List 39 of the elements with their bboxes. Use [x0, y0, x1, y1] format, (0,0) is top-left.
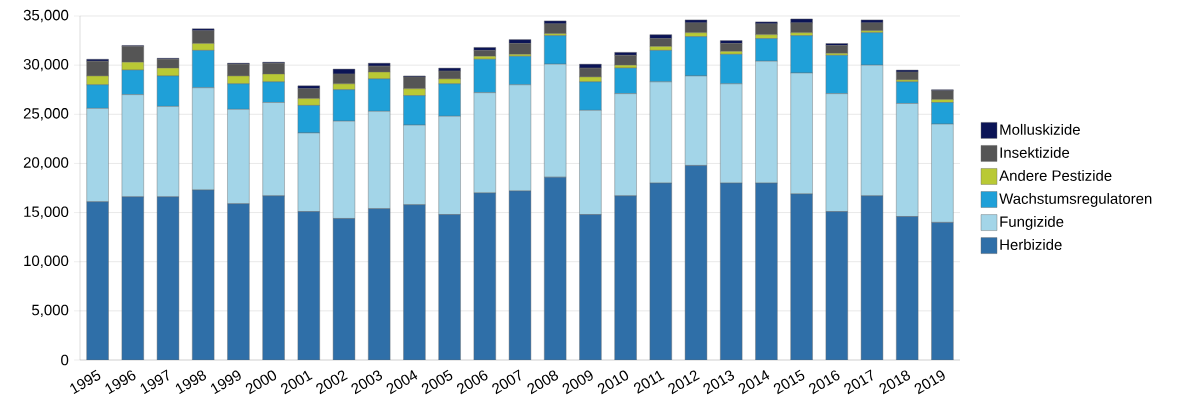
x-tick-label: 2011 — [633, 370, 665, 394]
x-tick-label: 2012 — [668, 370, 700, 395]
x-tick-label: 1995 — [70, 369, 101, 395]
x-tick-label: 2010 — [597, 370, 629, 395]
x-tick-label: 2004 — [386, 370, 418, 395]
y-tick-label: 5,000 — [32, 304, 69, 318]
legend-label: Andere Pestizide — [999, 169, 1112, 181]
legend-label: Herbizide — [1000, 239, 1062, 251]
x-tick-label: 2016 — [809, 370, 840, 395]
x-tick-label: 2019 — [914, 370, 945, 395]
x-tick-label: 2014 — [738, 370, 770, 395]
x-tick-label: 2000 — [245, 370, 277, 395]
x-tick-label: 2003 — [351, 370, 383, 395]
x-tick-label: 2013 — [703, 370, 735, 395]
x-tick-label: 2008 — [527, 370, 559, 395]
y-tick-label: 10,000 — [24, 255, 69, 268]
legend-label: Molluskizide — [1000, 123, 1080, 135]
legend-label: Wachstumsregulatoren — [999, 192, 1152, 207]
y-tick-label: 30,000 — [23, 58, 69, 72]
x-tick-label: 1996 — [105, 370, 136, 395]
x-tick-label: 2001 — [281, 370, 313, 395]
x-tick-label: 2015 — [773, 369, 805, 395]
x-tick-label: 2002 — [316, 370, 348, 395]
x-tick-label: 2017 — [844, 369, 873, 395]
legend-label: Insektizide — [1000, 146, 1070, 158]
y-tick-label: 20,000 — [23, 157, 69, 170]
x-tick-label: 2009 — [562, 370, 593, 395]
x-tick-label: 1997 — [140, 369, 169, 395]
x-tick-label: 2006 — [457, 370, 488, 395]
y-tick-label: 25,000 — [23, 108, 69, 121]
x-tick-label: 1999 — [210, 370, 241, 395]
y-tick-label: 0 — [61, 354, 69, 366]
legend-label: Fungizide — [1000, 216, 1064, 230]
y-tick-label: 15,000 — [24, 206, 69, 219]
x-tick-label: 2005 — [421, 369, 453, 395]
x-tick-label: 1998 — [175, 370, 207, 395]
y-tick-label: 35,000 — [23, 9, 69, 23]
x-tick-label: 2018 — [879, 370, 911, 395]
x-tick-label: 2007 — [492, 369, 521, 395]
